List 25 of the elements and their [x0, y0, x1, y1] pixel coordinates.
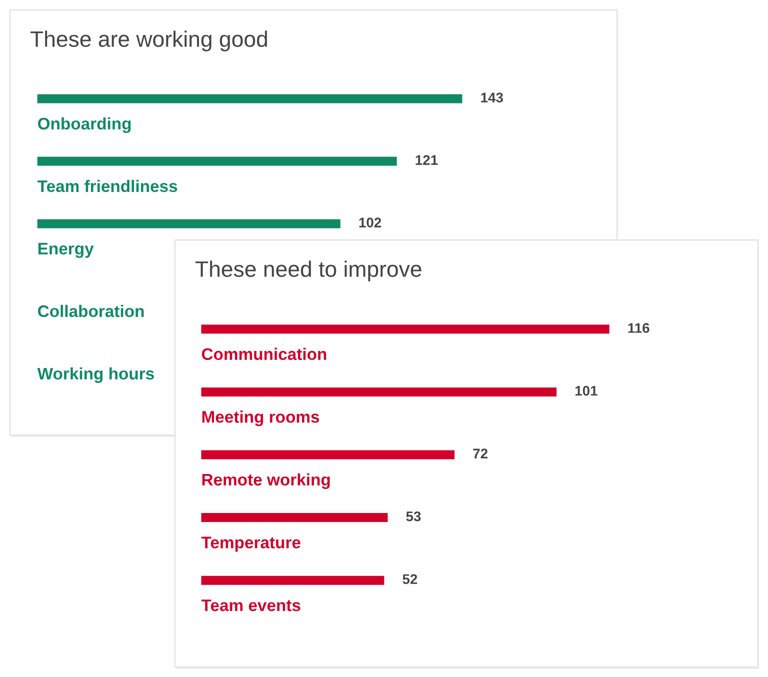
chart-title: These need to improve: [196, 260, 422, 282]
data-label: 143: [481, 92, 503, 102]
data-label: 102: [359, 218, 382, 228]
y-tick-label: Meeting rooms: [202, 410, 320, 426]
chart-title: These are working good: [30, 30, 267, 52]
data-label: 101: [575, 386, 598, 396]
y-tick-label: Onboarding: [38, 117, 131, 133]
data-label: 121: [416, 155, 438, 165]
bar: [201, 324, 610, 334]
data-label: 72: [473, 448, 488, 458]
y-tick-label: Temperature: [201, 536, 300, 552]
y-tick-label: Communication: [202, 348, 326, 360]
data-label: 116: [628, 323, 650, 333]
bar: [201, 513, 388, 522]
y-tick-label: Working hours: [37, 367, 154, 383]
y-tick-label: Collaboration: [38, 304, 144, 318]
y-tick-label: Team events: [201, 600, 300, 612]
bar: [201, 387, 557, 396]
y-tick-label: Remote working: [202, 473, 330, 489]
data-label: 53: [406, 511, 421, 522]
bar: [201, 450, 455, 460]
bar: [201, 576, 384, 585]
y-tick-label: Energy: [38, 242, 94, 258]
data-label: 52: [402, 574, 418, 584]
y-tick-label: Team friendliness: [38, 180, 178, 192]
